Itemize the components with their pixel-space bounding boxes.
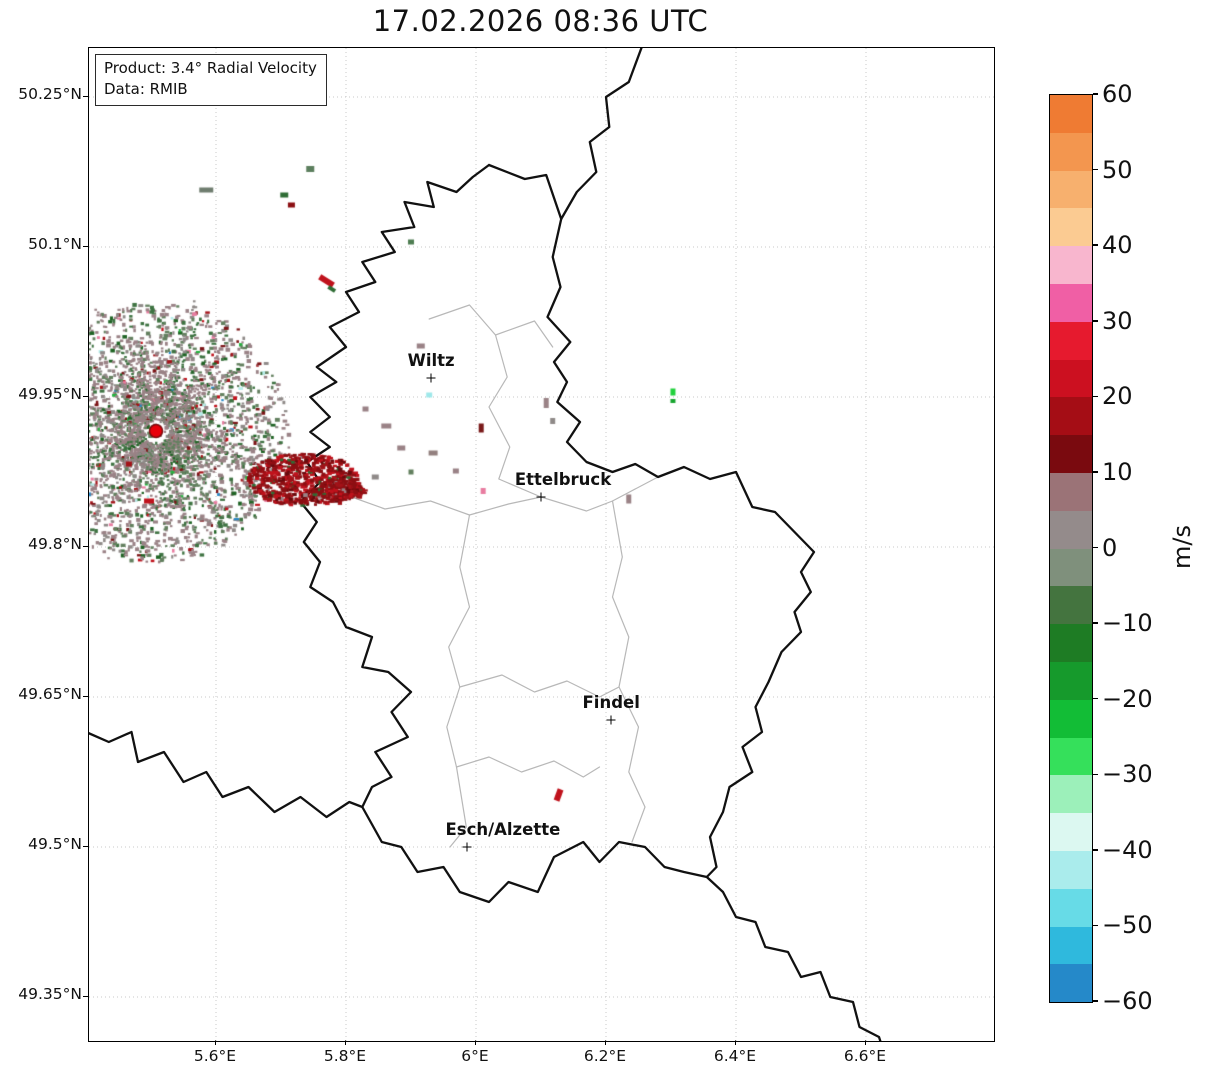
colorbar-segment: [1050, 850, 1092, 889]
y-axis-tick: [83, 245, 88, 247]
colorbar-tick: [1093, 395, 1098, 398]
colorbar: [1049, 94, 1093, 1003]
colorbar-segment: [1050, 397, 1092, 436]
x-tick-label: 5.8°E: [323, 1047, 367, 1065]
colorbar-tick-label: −30: [1102, 760, 1153, 789]
city-label: Esch/Alzette: [445, 820, 561, 839]
colorbar-tick-label: 30: [1102, 306, 1133, 335]
colorbar-tick: [1093, 849, 1098, 851]
y-tick-label: 49.5°N: [28, 835, 82, 853]
x-axis-tick: [604, 1040, 606, 1045]
colorbar-segment: [1050, 246, 1092, 284]
x-axis-tick: [344, 1040, 346, 1045]
colorbar-tick: [1093, 697, 1098, 700]
colorbar-tick: [1093, 471, 1098, 473]
colorbar-tick-label: 40: [1102, 231, 1133, 260]
map-plot: Wiltz Ettelbruck Findel Esch/Alzette Produc…: [88, 47, 995, 1042]
city-marker-icon: [536, 492, 546, 502]
colorbar-segment: [1050, 170, 1092, 209]
colorbar-segment: [1050, 699, 1092, 738]
y-axis-tick: [83, 395, 88, 397]
city-marker-icon: [426, 373, 436, 383]
x-tick-label: 6.6°E: [843, 1047, 887, 1065]
y-axis-tick: [83, 95, 88, 97]
colorbar-tick-label: 60: [1102, 80, 1133, 108]
x-tick-label: 6.4°E: [713, 1047, 757, 1065]
colorbar-segment: [1050, 321, 1092, 360]
colorbar-segment: [1050, 95, 1092, 133]
colorbar-tick-label: −40: [1102, 835, 1153, 864]
city-label: Ettelbruck: [514, 470, 612, 489]
colorbar-segment: [1050, 926, 1092, 965]
colorbar-unit-label: m/s: [1168, 525, 1196, 569]
city-marker-icon: [462, 842, 472, 852]
city-label: Wiltz: [407, 351, 455, 370]
colorbar-tick-label: −20: [1102, 684, 1153, 713]
x-tick-label: 5.6°E: [193, 1047, 237, 1065]
colorbar-segment: [1050, 888, 1092, 927]
colorbar-tick-label: −10: [1102, 609, 1153, 638]
y-axis-tick: [83, 695, 88, 697]
colorbar-segment: [1050, 548, 1092, 587]
colorbar-tick-label: 50: [1102, 155, 1133, 184]
colorbar-tick-label: −60: [1102, 987, 1153, 1015]
city-marker-icon: [606, 715, 616, 725]
colorbar-segment: [1050, 472, 1092, 511]
y-tick-label: 50.1°N: [28, 235, 82, 253]
colorbar-tick: [1093, 168, 1098, 171]
y-axis-tick: [83, 995, 88, 997]
colorbar-segment: [1050, 208, 1092, 247]
colorbar-segment: [1050, 737, 1092, 776]
colorbar-segment: [1050, 435, 1092, 473]
y-axis-tick: [83, 545, 88, 547]
y-tick-label: 50.25°N: [18, 85, 82, 103]
colorbar-segment: [1050, 359, 1092, 398]
colorbar-tick: [1093, 244, 1098, 246]
colorbar-segment: [1050, 624, 1092, 662]
city-label: Findel: [582, 693, 640, 712]
product-info-box: Product: 3.4° Radial Velocity Data: RMIB: [95, 54, 327, 106]
y-tick-label: 49.35°N: [18, 985, 82, 1003]
colorbar-tick-label: 10: [1102, 457, 1133, 486]
colorbar-segment: [1050, 775, 1092, 814]
product-line: Product: 3.4° Radial Velocity: [104, 59, 317, 77]
colorbar-segment: [1050, 813, 1092, 851]
x-axis-tick: [474, 1040, 476, 1045]
x-tick-label: 6°E: [461, 1047, 489, 1065]
colorbar-tick-label: 0: [1102, 533, 1118, 562]
colorbar-tick-label: 20: [1102, 382, 1133, 411]
colorbar-tick: [1093, 773, 1098, 775]
colorbar-tick: [1093, 546, 1098, 549]
x-axis-tick: [734, 1040, 736, 1045]
colorbar-segment: [1050, 510, 1092, 549]
colorbar-tick: [1093, 93, 1098, 95]
y-tick-label: 49.65°N: [18, 685, 82, 703]
colorbar-tick: [1093, 622, 1098, 624]
colorbar-segment: [1050, 283, 1092, 322]
x-tick-label: 6.2°E: [583, 1047, 627, 1065]
radar-echo-layer: [89, 48, 994, 1041]
figure-title: 17.02.2026 08:36 UTC: [372, 4, 709, 38]
colorbar-tick: [1093, 924, 1098, 927]
colorbar-segment: [1050, 661, 1092, 700]
city-layer: Wiltz Ettelbruck Findel Esch/Alzette: [89, 48, 994, 1041]
colorbar-segment: [1050, 964, 1092, 1003]
data-source-line: Data: RMIB: [104, 80, 188, 99]
y-tick-label: 49.95°N: [18, 385, 82, 403]
y-tick-label: 49.8°N: [28, 535, 82, 553]
colorbar-segment: [1050, 132, 1092, 171]
colorbar-tick: [1093, 1000, 1098, 1002]
x-axis-tick: [214, 1040, 216, 1045]
x-axis-tick: [864, 1040, 866, 1045]
colorbar-tick-label: −50: [1102, 911, 1153, 940]
colorbar-segment: [1050, 586, 1092, 625]
y-axis-tick: [83, 845, 88, 847]
colorbar-tick: [1093, 320, 1098, 322]
